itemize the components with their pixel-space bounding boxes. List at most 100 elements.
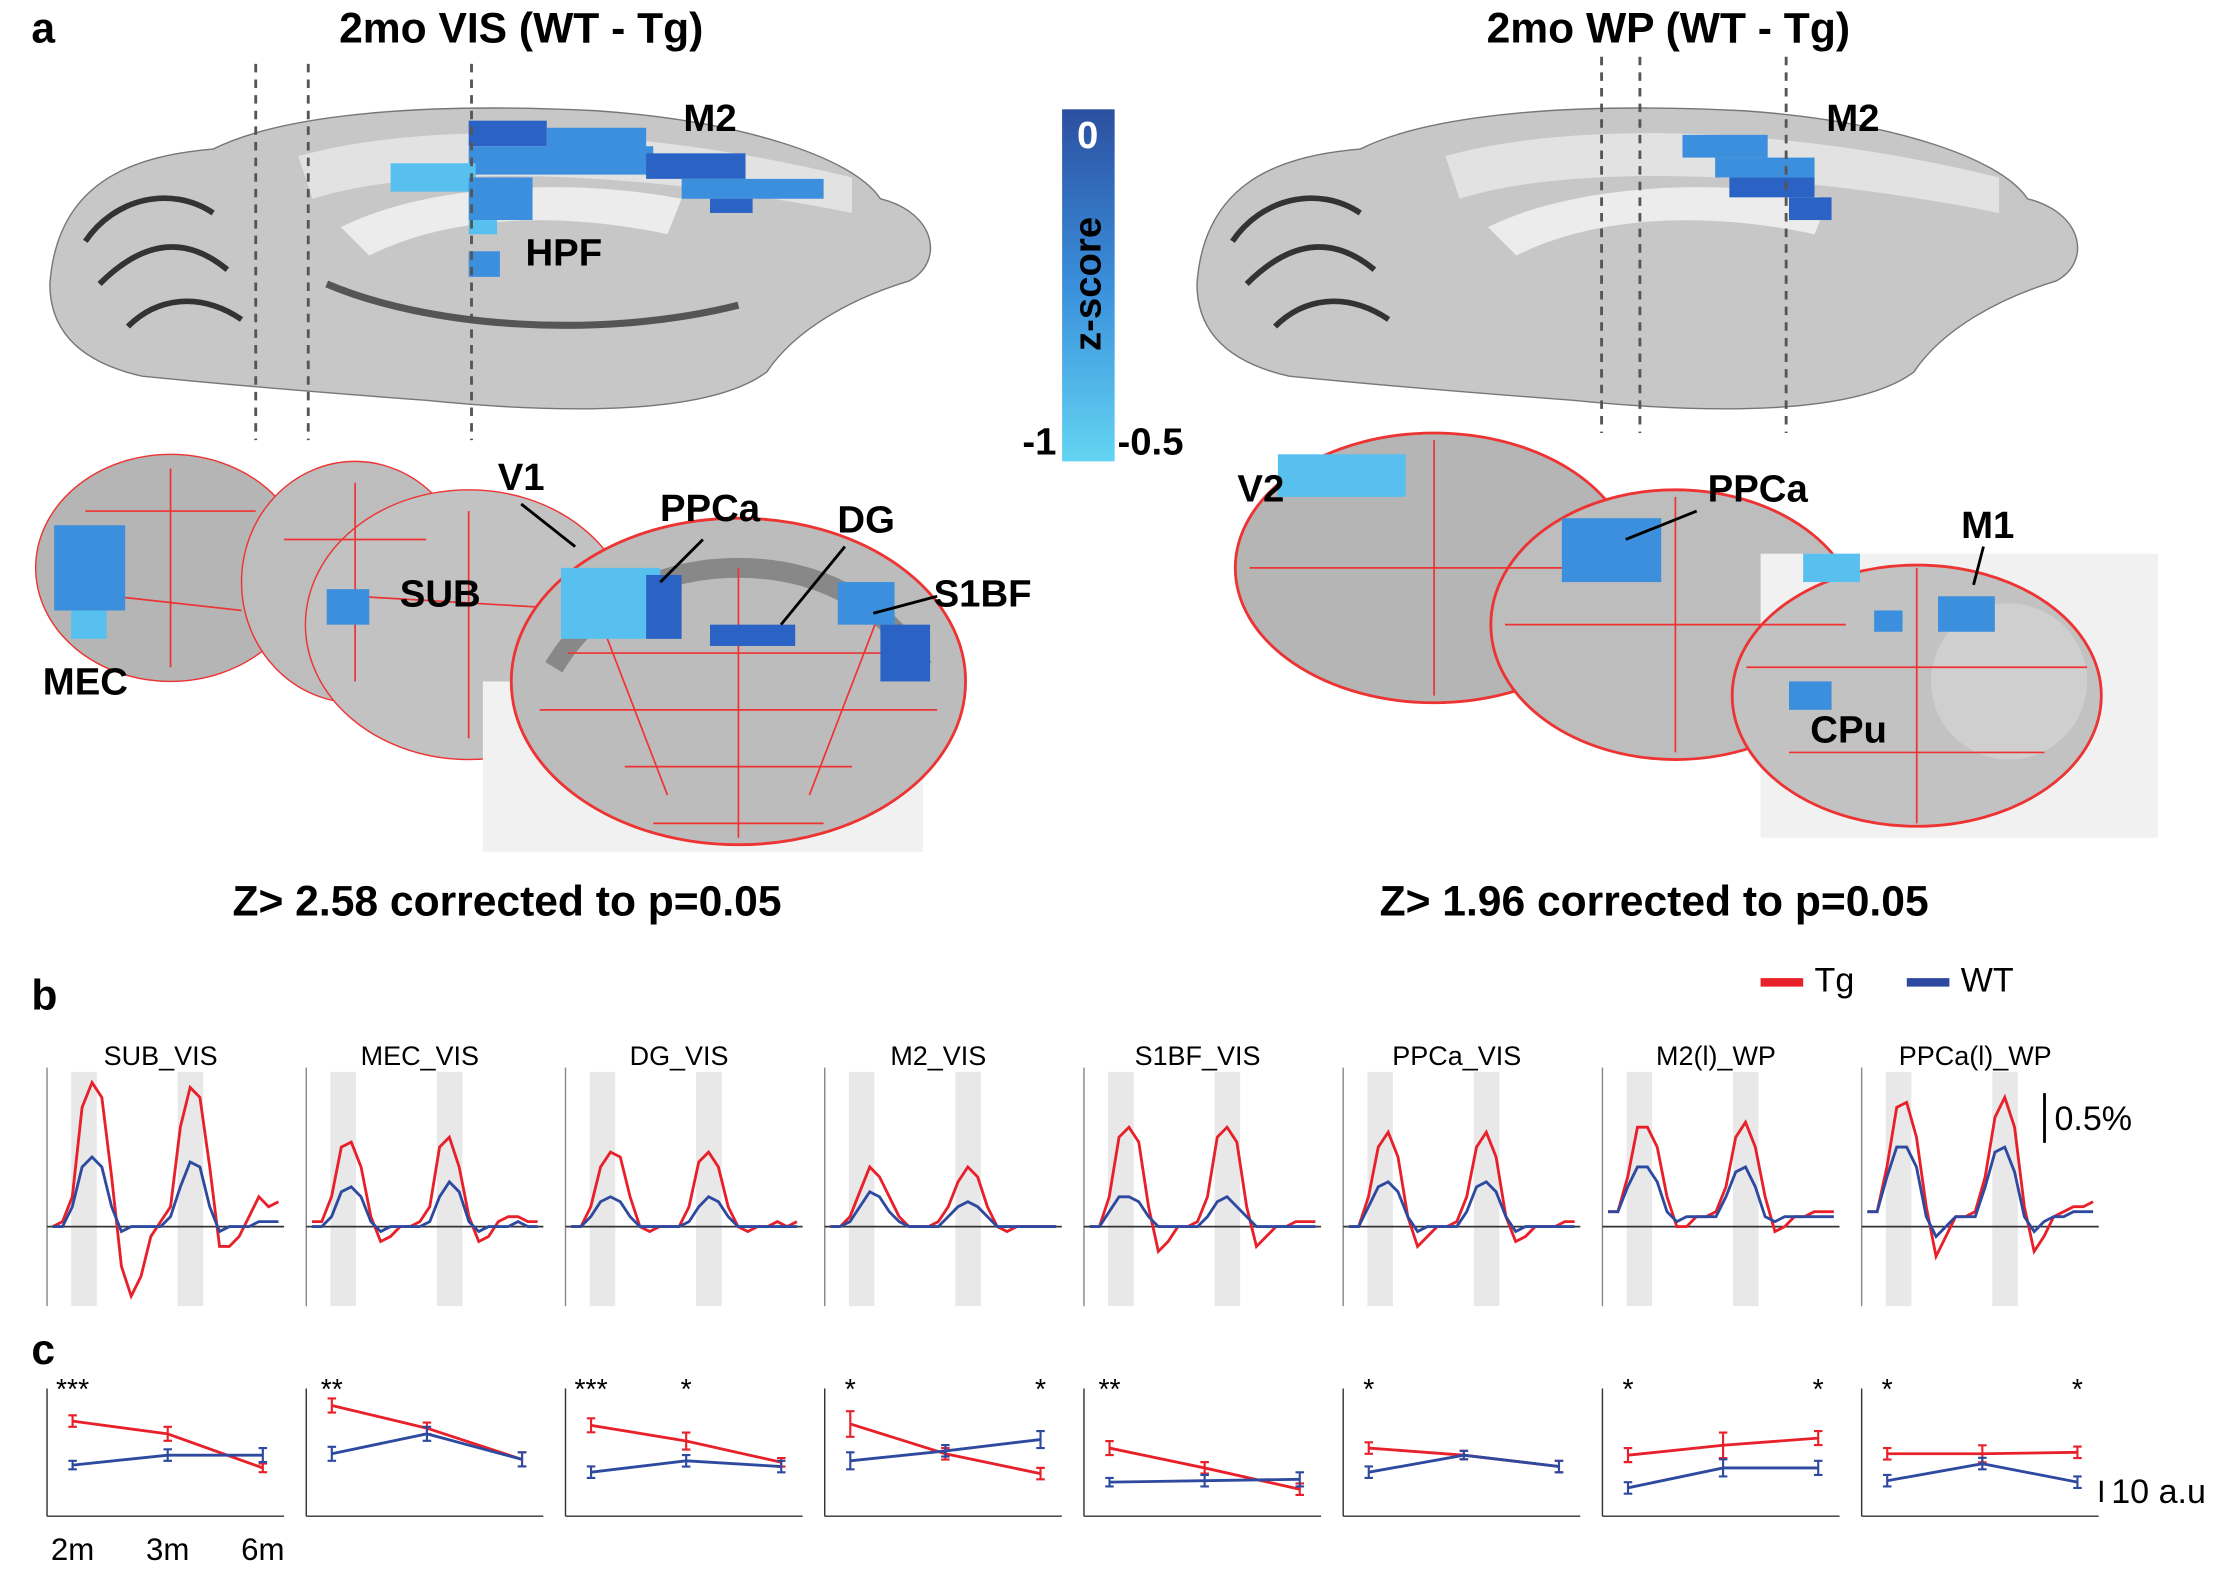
error-bar	[1200, 1461, 1209, 1475]
significance: **	[321, 1374, 343, 1406]
error-bar	[1105, 1476, 1114, 1488]
trace	[1089, 1195, 1316, 1229]
error-bar	[1813, 1459, 1823, 1476]
scale-bar-label: 10 a.u	[2111, 1473, 2206, 1511]
stimulus-band	[1367, 1071, 1393, 1307]
error-bar	[1036, 1466, 1045, 1481]
error-bar	[68, 1459, 77, 1471]
trace	[52, 1079, 280, 1300]
error-bar	[1718, 1431, 1728, 1460]
error-bar	[163, 1448, 172, 1462]
stimulus-band	[436, 1071, 463, 1307]
stimulus-band	[71, 1071, 97, 1307]
error-bar	[1105, 1439, 1114, 1457]
significance: *	[1813, 1374, 1824, 1406]
panel-title: 2mo WP (WT - Tg)	[1487, 4, 1850, 52]
region-label: M1	[1961, 504, 2014, 547]
stimulus-band	[1214, 1071, 1241, 1307]
significance: *	[681, 1374, 692, 1406]
error-bar	[517, 1451, 527, 1468]
subplot-title: M2_VIS	[890, 1041, 986, 1071]
subplot-title: MEC_VIS	[361, 1041, 479, 1071]
sagittal-brain	[49, 107, 932, 410]
threshold-note: Z> 1.96 corrected to p=0.05	[1380, 878, 1929, 926]
significance: **	[1098, 1374, 1120, 1406]
error-bar	[586, 1465, 596, 1479]
x-tick-label: 6m	[241, 1532, 284, 1567]
error-bar	[846, 1410, 855, 1438]
error-bar	[1813, 1429, 1823, 1447]
region-label: M2	[683, 97, 736, 140]
colorbar-title: z-score	[1067, 217, 1110, 351]
error-bar	[941, 1444, 950, 1458]
trace	[830, 1189, 1057, 1229]
error-bar	[1882, 1473, 1892, 1488]
subplot-title: S1BF_VIS	[1135, 1041, 1261, 1071]
error-bar	[681, 1454, 691, 1468]
slice-lines	[254, 56, 1788, 441]
significance: *	[1035, 1374, 1046, 1406]
error-bar	[2073, 1445, 2082, 1460]
trace	[1867, 1145, 2094, 1239]
trace	[1348, 1180, 1575, 1234]
region-label: MEC	[43, 660, 128, 703]
error-bar	[1718, 1458, 1728, 1478]
significance: ***	[56, 1374, 89, 1406]
legend-label: WT	[1961, 961, 2014, 999]
error-bar	[681, 1431, 691, 1451]
x-tick-label: 3m	[146, 1532, 189, 1567]
x-tick-label: 2m	[51, 1532, 94, 1567]
error-bar	[1554, 1459, 1564, 1474]
trace	[311, 1134, 538, 1244]
trace	[571, 1195, 797, 1229]
region-label: CPu	[1810, 709, 1887, 752]
error-bar	[1364, 1441, 1374, 1455]
error-bar	[846, 1451, 855, 1471]
subplot-title: DG_VIS	[630, 1041, 729, 1071]
error-bar	[327, 1397, 337, 1414]
legend: Tg WT	[1760, 961, 2014, 999]
stimulus-band	[589, 1071, 616, 1307]
subplot-title: PPCa(l)_WP	[1899, 1041, 2052, 1071]
coronal-sections	[1233, 431, 2159, 838]
error-bar	[1882, 1447, 1892, 1461]
subplot-title: PPCa_VIS	[1392, 1041, 1521, 1071]
trace	[311, 1179, 538, 1234]
colorbar-label: 0	[1077, 114, 1098, 157]
error-bar	[258, 1462, 268, 1474]
error-bar	[258, 1447, 268, 1464]
error-bar	[68, 1414, 77, 1428]
sagittal-brain	[1196, 107, 2079, 410]
error-bar	[163, 1425, 172, 1442]
region-label: PPCa	[660, 487, 761, 530]
significance: *	[1622, 1374, 1633, 1406]
panel-title: 2mo VIS (WT - Tg)	[339, 4, 703, 52]
stimulus-band	[1885, 1071, 1912, 1307]
error-bar	[586, 1417, 596, 1434]
stimulus-band	[1108, 1071, 1134, 1307]
error-bar	[1978, 1456, 1987, 1471]
error-bar	[327, 1445, 337, 1462]
error-bar	[422, 1425, 432, 1442]
trace	[52, 1155, 279, 1234]
colorbar-label: -0.5	[1117, 420, 1183, 463]
error-bar	[1295, 1471, 1305, 1488]
significance: *	[845, 1374, 856, 1406]
region-label: V1	[498, 456, 545, 499]
error-bar	[777, 1459, 786, 1474]
colorbar	[1062, 109, 1115, 462]
region-label: SUB	[400, 572, 481, 615]
stimulus-band	[696, 1071, 722, 1307]
colorbar-label: -1	[1022, 420, 1056, 463]
panel-label: b	[31, 971, 57, 1019]
stimulus-band	[177, 1071, 204, 1307]
stimulus-band	[1992, 1071, 2018, 1307]
threshold-note: Z> 2.58 corrected to p=0.05	[232, 878, 781, 926]
error-bar	[1623, 1481, 1633, 1495]
panel-label: a	[31, 4, 55, 52]
stimulus-band	[1473, 1071, 1500, 1307]
coronal-sections	[34, 453, 967, 852]
scale-bar-label: 0.5%	[2054, 1100, 2132, 1138]
label-arrows	[520, 502, 1985, 626]
